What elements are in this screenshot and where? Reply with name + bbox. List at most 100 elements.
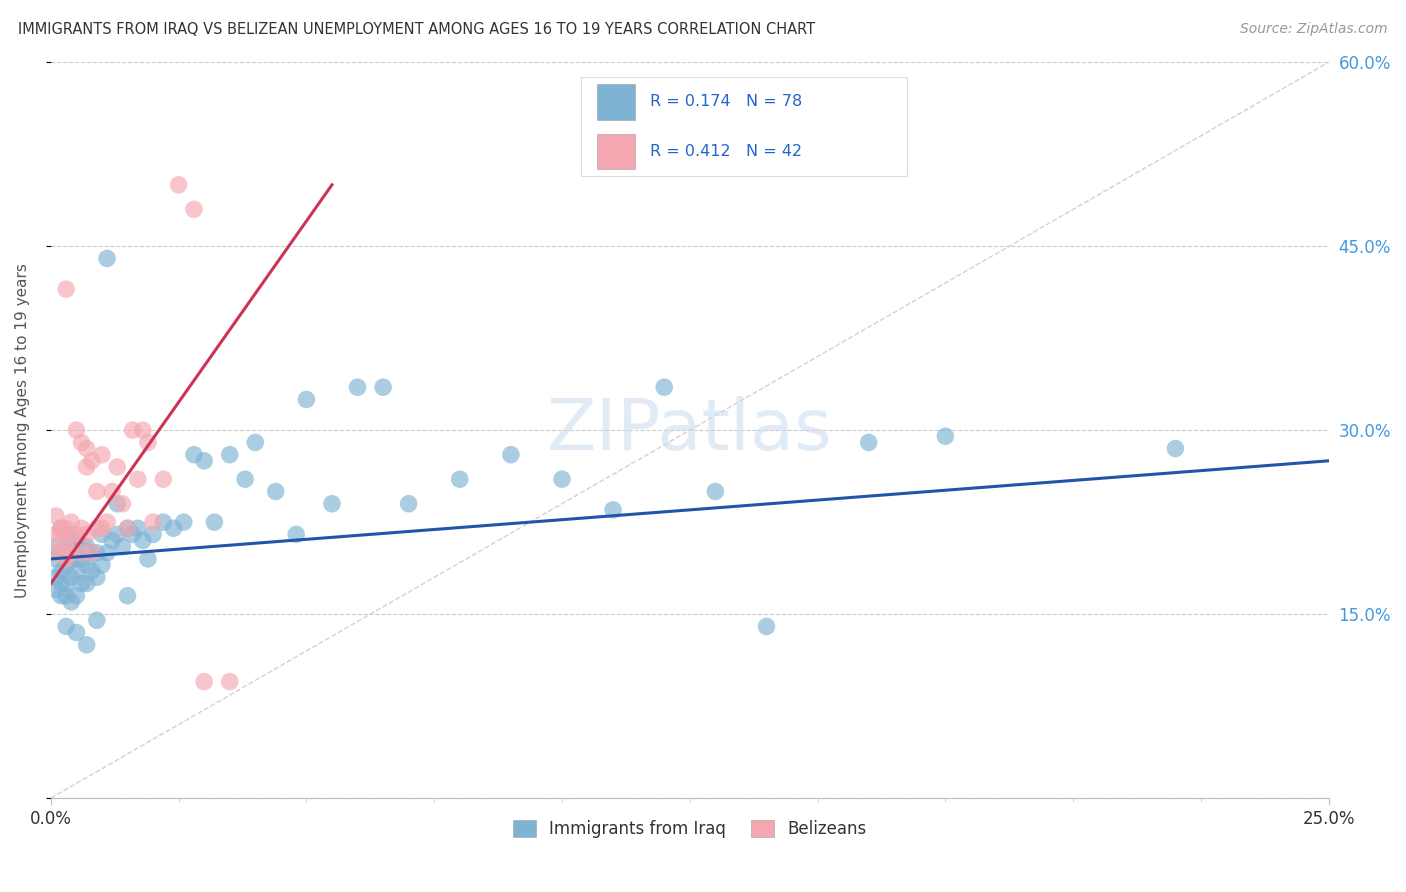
Point [76, 527, 98, 541]
Point [76, 442, 98, 456]
Point [136, 552, 159, 566]
Point [121, 527, 143, 541]
Point [55, 589, 77, 603]
Text: ZIPatlas: ZIPatlas [547, 396, 832, 465]
Point [49, 521, 72, 535]
Point [49, 546, 72, 560]
Point [371, 380, 394, 394]
Point [121, 423, 143, 437]
Point [49, 521, 72, 535]
Point [105, 497, 128, 511]
Point [60, 527, 83, 541]
Point [858, 435, 880, 450]
Text: IMMIGRANTS FROM IRAQ VS BELIZEAN UNEMPLOYMENT AMONG AGES 16 TO 19 YEARS CORRELAT: IMMIGRANTS FROM IRAQ VS BELIZEAN UNEMPLO… [18, 22, 815, 37]
Point [45, 508, 67, 523]
Point [76, 459, 98, 474]
Point [91, 558, 114, 572]
Point [295, 392, 318, 407]
Legend: Immigrants from Iraq, Belizeans: Immigrants from Iraq, Belizeans [506, 814, 873, 845]
Point [136, 435, 159, 450]
Point [60, 546, 83, 560]
Point [183, 448, 205, 462]
Point [76, 638, 98, 652]
Point [162, 521, 184, 535]
Point [49, 576, 72, 591]
Point [55, 552, 77, 566]
Point [96, 515, 118, 529]
Point [60, 570, 83, 584]
Point [173, 515, 195, 529]
Point [142, 527, 165, 541]
Point [934, 429, 956, 443]
Point [218, 448, 240, 462]
Point [80, 546, 103, 560]
Point [117, 521, 139, 535]
Point [55, 282, 77, 296]
Point [80, 454, 103, 468]
Point [91, 448, 114, 462]
Point [45, 570, 67, 584]
Point [45, 527, 67, 541]
Point [233, 472, 256, 486]
Point [127, 472, 149, 486]
Point [49, 546, 72, 560]
Point [117, 589, 139, 603]
Point [105, 527, 128, 541]
Point [132, 423, 155, 437]
Point [167, 178, 190, 192]
Point [86, 613, 108, 627]
Point [346, 380, 368, 394]
Text: R = 0.412   N = 42: R = 0.412 N = 42 [650, 144, 803, 159]
Point [65, 564, 87, 578]
Point [49, 564, 72, 578]
Point [101, 484, 124, 499]
Point [49, 589, 72, 603]
Point [105, 459, 128, 474]
Point [91, 521, 114, 535]
Point [70, 552, 93, 566]
Point [285, 527, 308, 541]
Text: R = 0.174   N = 78: R = 0.174 N = 78 [650, 95, 803, 110]
Point [76, 558, 98, 572]
Point [152, 515, 174, 529]
Point [86, 521, 108, 535]
Point [193, 454, 215, 468]
Point [55, 521, 77, 535]
Point [45, 582, 67, 597]
Point [65, 589, 87, 603]
Point [86, 570, 108, 584]
Point [65, 552, 87, 566]
Point [202, 515, 225, 529]
Text: Source: ZipAtlas.com: Source: ZipAtlas.com [1240, 22, 1388, 37]
Point [1164, 442, 1187, 456]
Point [101, 533, 124, 548]
Point [65, 533, 87, 548]
Point [65, 423, 87, 437]
Point [55, 546, 77, 560]
Point [91, 527, 114, 541]
FancyBboxPatch shape [596, 134, 636, 169]
Point [65, 527, 87, 541]
Point [70, 435, 93, 450]
Point [70, 546, 93, 560]
Point [55, 558, 77, 572]
Point [321, 497, 343, 511]
Y-axis label: Unemployment Among Ages 16 to 19 years: Unemployment Among Ages 16 to 19 years [15, 263, 30, 598]
Point [117, 521, 139, 535]
Point [602, 503, 624, 517]
Point [70, 521, 93, 535]
Point [183, 202, 205, 217]
Point [193, 674, 215, 689]
Point [55, 540, 77, 554]
Point [142, 515, 165, 529]
Point [499, 448, 522, 462]
Point [264, 484, 287, 499]
Point [76, 576, 98, 591]
Point [80, 564, 103, 578]
Point [55, 576, 77, 591]
Point [60, 595, 83, 609]
Point [86, 484, 108, 499]
Point [152, 472, 174, 486]
Point [55, 527, 77, 541]
Point [45, 552, 67, 566]
